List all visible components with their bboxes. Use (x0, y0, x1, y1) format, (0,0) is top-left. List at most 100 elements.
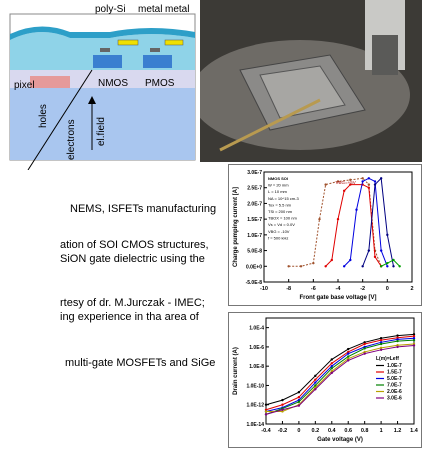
point (386, 262, 388, 264)
point (396, 340, 398, 342)
point (281, 399, 283, 401)
y-tick-label: 2.5E-7 (247, 186, 262, 192)
body-text: SiON gate dielectric using the (60, 253, 205, 265)
point (363, 347, 365, 349)
point (331, 372, 333, 374)
nmos (93, 55, 122, 68)
point (331, 367, 333, 369)
y-tick-label: 1.5E-7 (247, 217, 262, 223)
point (380, 339, 382, 341)
label: pixel (14, 80, 35, 91)
point (386, 234, 388, 236)
legend-label: 1.5E-7 (387, 370, 402, 376)
inset-text: NMOS SOI (268, 176, 288, 181)
point (337, 218, 339, 220)
label: metal (138, 4, 162, 15)
inset-text: f = 500 kHz (268, 235, 288, 240)
label: electrons (66, 119, 77, 160)
inset-text: TBOX = 100 nm (268, 216, 297, 221)
point (380, 265, 382, 267)
x-tick-label: -10 (260, 286, 268, 292)
point (298, 404, 300, 406)
page: {"diagram": {"labels": ["poly-Si", "meta… (0, 0, 422, 450)
inset-text: NA = 10^15 cm-3 (268, 196, 299, 201)
point (300, 265, 302, 267)
point (396, 346, 398, 348)
poly (100, 48, 110, 52)
inset-text: W = 20 mm (268, 183, 289, 188)
x-tick-label: 0.4 (328, 428, 337, 434)
point (398, 265, 400, 267)
pmos (143, 55, 172, 68)
label: NMOS (98, 78, 128, 89)
point (281, 404, 283, 406)
point (281, 409, 283, 411)
inset-text: VBG = -10V (268, 229, 290, 234)
x-tick-label: 1.4 (410, 428, 419, 434)
y-tick-label: 1.0E-10 (246, 383, 264, 389)
point (265, 404, 267, 406)
point (355, 209, 357, 211)
inset-text: Tox = 5.5 nm (268, 202, 292, 207)
point (380, 177, 382, 179)
point (314, 375, 316, 377)
chart: 1.0E-141.0E-121.0E-101.0E-81.0E-61.0E-4-… (228, 312, 422, 448)
point (265, 410, 267, 412)
point (265, 413, 267, 415)
x-tick-label: 0.6 (344, 428, 352, 434)
x-tick-label: 0 (386, 286, 389, 292)
x-tick-label: -0.4 (261, 428, 271, 434)
poly (150, 48, 160, 52)
body-text: ing experience in tha area of (60, 311, 199, 323)
point (368, 183, 370, 185)
point (368, 177, 370, 179)
point (331, 362, 333, 364)
point (374, 183, 376, 185)
body-text: NEMS, ISFETs manufacturing (70, 203, 216, 215)
x-tick-label: -2 (360, 286, 365, 292)
point (363, 343, 365, 345)
point (343, 190, 345, 192)
y-tick-label: 1.0E-6 (249, 345, 264, 351)
x-tick-label: 1 (380, 428, 383, 434)
objective-lens (372, 35, 398, 75)
label: PMOS (145, 78, 175, 89)
x-tick-label: 2 (410, 286, 413, 292)
y-tick-label: 3.0E-7 (247, 170, 262, 176)
body-text: ation of SOI CMOS structures, (60, 239, 209, 251)
point (324, 183, 326, 185)
legend-label: 1.0E-7 (387, 363, 402, 369)
point (380, 249, 382, 251)
y-axis-label: Drain current (A) (233, 347, 239, 395)
legend-label: 5.0E-7 (387, 376, 402, 382)
inset-text: Vs = Vd = 0.0V (268, 222, 295, 227)
legend-label: 2.0E-6 (387, 389, 402, 395)
point (318, 218, 320, 220)
point (324, 265, 326, 267)
label: el.field (96, 117, 107, 146)
point (361, 177, 363, 179)
legend-title: L(m)=Leff (376, 356, 399, 362)
point (298, 396, 300, 398)
point (347, 348, 349, 350)
point (331, 259, 333, 261)
legend-label: 7.0E-7 (387, 383, 402, 389)
point (343, 265, 345, 267)
pixel-well (30, 76, 70, 88)
x-axis-label: Front gate base voltage [V] (299, 295, 376, 301)
y-tick-label: 5.0E-8 (247, 249, 262, 255)
metal (165, 40, 183, 45)
x-tick-label: -0.2 (278, 428, 287, 434)
point (380, 343, 382, 345)
point (361, 265, 363, 267)
x-tick-label: 0.2 (312, 428, 320, 434)
label: metal (165, 4, 189, 15)
point (349, 259, 351, 261)
photo (200, 0, 422, 162)
point (368, 187, 370, 189)
body-text: rtesy of dr. M.Jurczak - IMEC; (60, 297, 205, 309)
point (392, 265, 394, 267)
x-tick-label: 0 (297, 428, 300, 434)
chart: -5.0E-80.0E+05.0E-81.0E-71.5E-72.0E-72.5… (228, 164, 422, 306)
y-tick-label: 1.0E-12 (246, 403, 264, 409)
